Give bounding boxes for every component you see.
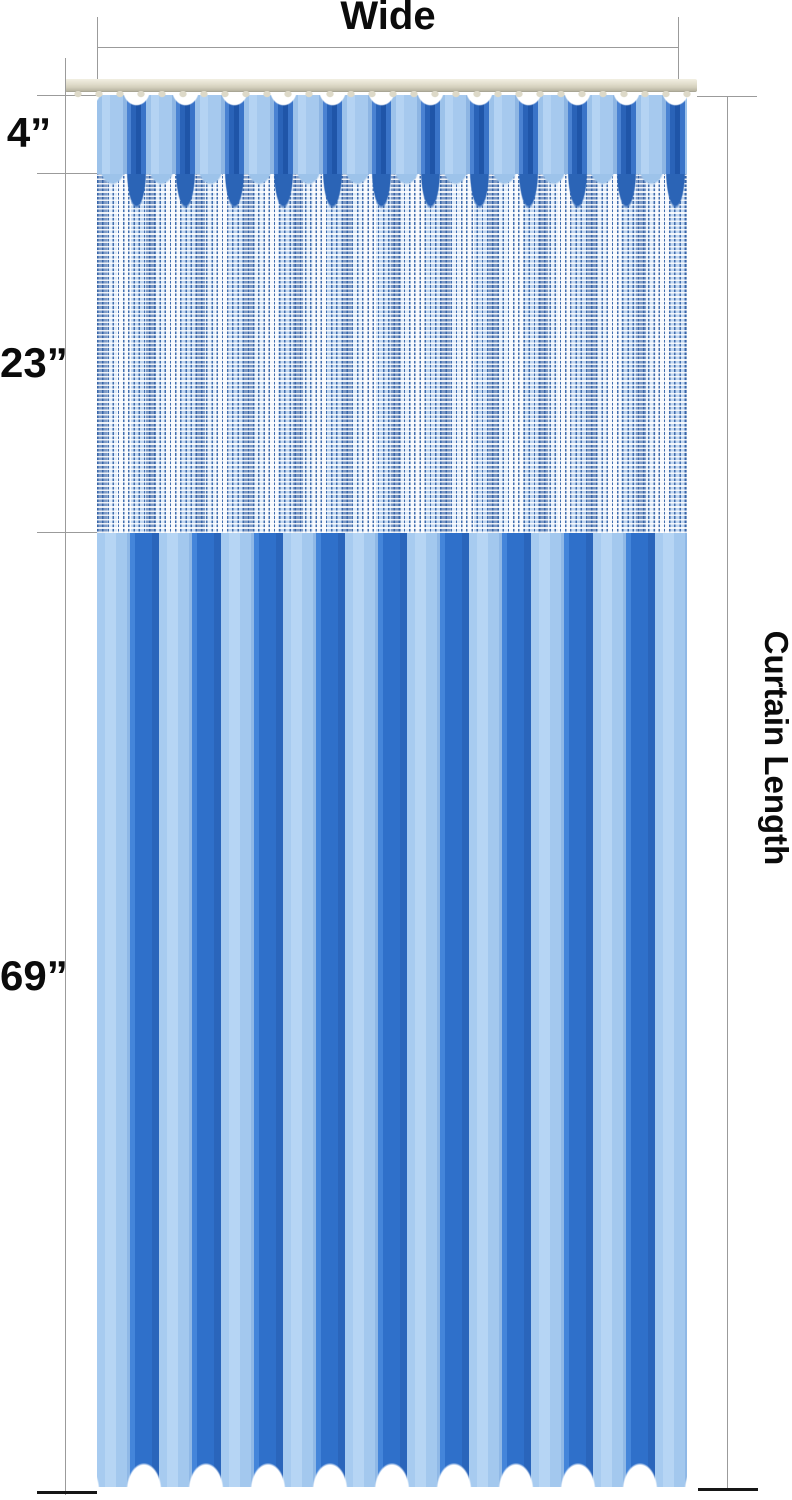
curtain-mesh-section	[97, 174, 687, 533]
width-dimension-line	[97, 47, 679, 48]
curtain-length-tick-bottom	[698, 1488, 758, 1491]
tick-curtain-bottom-left	[37, 1491, 97, 1494]
curtain-length-label: Curtain Length	[758, 630, 792, 866]
tick-mesh-bottom	[37, 532, 97, 533]
curtain	[97, 95, 687, 1487]
width-dimension-tick-right	[678, 17, 679, 79]
body-height-label: 69”	[0, 952, 68, 999]
tick-mesh-top	[37, 173, 97, 174]
curtain-length-dimension-line	[727, 96, 728, 1490]
header-height-label: 4”	[6, 109, 52, 156]
tick-curtain-top	[37, 95, 97, 96]
curtain-tab-top-section	[97, 95, 687, 174]
width-label: Wide	[340, 0, 436, 38]
width-dimension-tick-left	[97, 17, 98, 79]
track-gliders	[68, 91, 694, 98]
curtain-solid-section	[97, 533, 687, 1487]
mesh-height-label: 23”	[0, 339, 68, 386]
segment-dimension-line	[65, 58, 66, 1495]
curtain-length-tick-top	[697, 96, 757, 97]
